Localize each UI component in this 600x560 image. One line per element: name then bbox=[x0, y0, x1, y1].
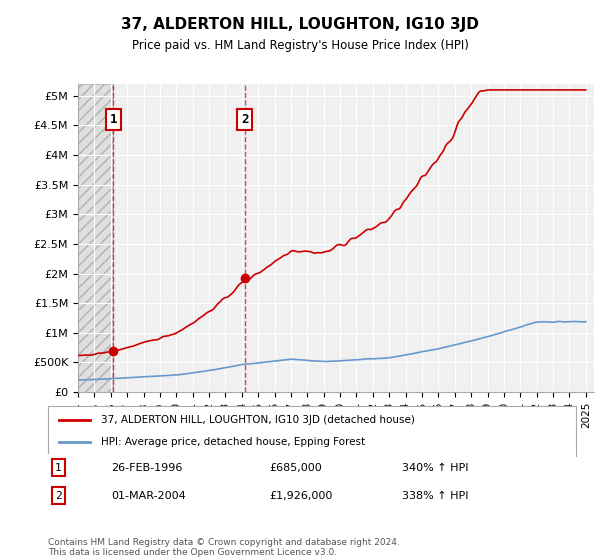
Text: HPI: Average price, detached house, Epping Forest: HPI: Average price, detached house, Eppi… bbox=[101, 437, 365, 447]
Text: 338% ↑ HPI: 338% ↑ HPI bbox=[402, 491, 468, 501]
Text: Contains HM Land Registry data © Crown copyright and database right 2024.
This d: Contains HM Land Registry data © Crown c… bbox=[48, 538, 400, 557]
Text: £685,000: £685,000 bbox=[270, 463, 323, 473]
Text: 2: 2 bbox=[55, 491, 62, 501]
Bar bbox=[78, 84, 113, 392]
Text: 37, ALDERTON HILL, LOUGHTON, IG10 3JD: 37, ALDERTON HILL, LOUGHTON, IG10 3JD bbox=[121, 17, 479, 32]
Text: 340% ↑ HPI: 340% ↑ HPI bbox=[402, 463, 468, 473]
Text: Price paid vs. HM Land Registry's House Price Index (HPI): Price paid vs. HM Land Registry's House … bbox=[131, 39, 469, 52]
Text: 37, ALDERTON HILL, LOUGHTON, IG10 3JD (detached house): 37, ALDERTON HILL, LOUGHTON, IG10 3JD (d… bbox=[101, 415, 415, 425]
Text: 01-MAR-2004: 01-MAR-2004 bbox=[112, 491, 186, 501]
Text: 2: 2 bbox=[241, 113, 248, 126]
Text: £1,926,000: £1,926,000 bbox=[270, 491, 333, 501]
Text: 1: 1 bbox=[109, 113, 117, 126]
Text: 26-FEB-1996: 26-FEB-1996 bbox=[112, 463, 183, 473]
Text: 1: 1 bbox=[55, 463, 62, 473]
